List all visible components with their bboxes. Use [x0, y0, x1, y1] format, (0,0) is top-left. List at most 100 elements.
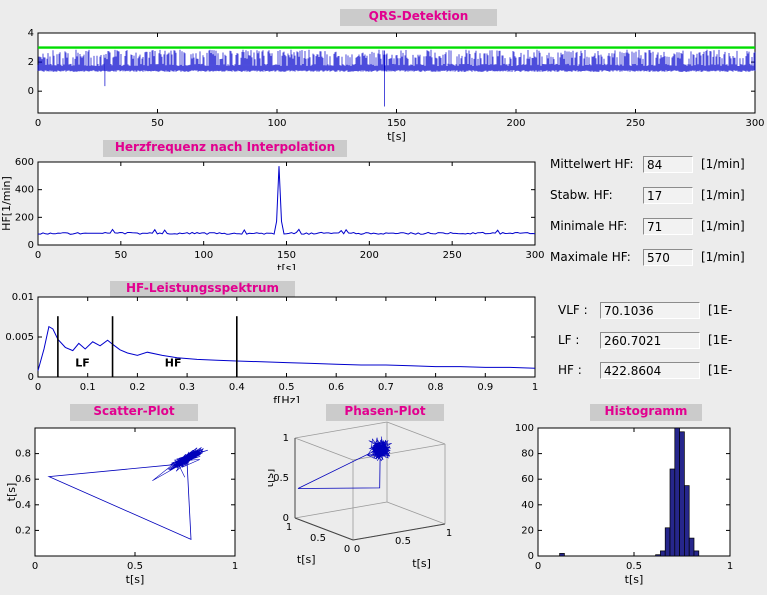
heartrate-plot: 0 50 100 150 200 250 300 0 200 400 600 t[s] HF[1/min… [0, 157, 545, 270]
vlf-label: VLF : [558, 303, 588, 317]
svg-text:0.3: 0.3 [179, 382, 195, 393]
svg-text:LF: LF [75, 357, 90, 370]
svg-text:250: 250 [443, 250, 462, 261]
max-hr-unit: [1/min] [701, 250, 745, 264]
svg-text:250: 250 [626, 118, 645, 129]
svg-text:0.7: 0.7 [378, 382, 394, 393]
svg-text:0.6: 0.6 [15, 474, 31, 485]
svg-text:t[s]: t[s] [268, 469, 276, 488]
svg-text:0: 0 [535, 561, 541, 572]
histogram-plot-title: Histogramm [590, 404, 702, 421]
svg-text:0.5: 0.5 [395, 536, 411, 547]
scatter-plot: 0 0.5 1 0.2 0.4 0.6 0.8 t[s] t[s] [5, 427, 238, 586]
qrs-plot: 0 50 100 150 200 250 300 0 2 4 t[s] [28, 28, 765, 142]
svg-text:0.4: 0.4 [15, 500, 31, 511]
svg-text:0.01: 0.01 [12, 292, 34, 303]
svg-text:100: 100 [194, 250, 213, 261]
mean-hr-row: Mittelwert HF: 84 [1/min] [550, 154, 745, 174]
svg-text:0: 0 [28, 86, 34, 97]
svg-text:400: 400 [15, 185, 34, 196]
svg-text:200: 200 [360, 250, 379, 261]
svg-text:50: 50 [114, 250, 127, 261]
svg-text:1: 1 [446, 528, 452, 539]
svg-text:0.5: 0.5 [310, 533, 326, 544]
mean-hr-unit: [1/min] [701, 157, 745, 171]
svg-text:t[s]: t[s] [387, 130, 406, 142]
max-hr-label: Maximale HF: [550, 250, 631, 264]
svg-text:0: 0 [528, 551, 534, 562]
svg-text:600: 600 [15, 157, 34, 168]
svg-text:0.1: 0.1 [80, 382, 96, 393]
svg-text:0.6: 0.6 [328, 382, 344, 393]
svg-text:0.5: 0.5 [279, 382, 295, 393]
min-hr-value[interactable]: 71 [643, 217, 693, 235]
svg-text:0: 0 [35, 118, 41, 129]
vlf-row: VLF : 70.1036 [1E- [558, 300, 732, 320]
svg-text:1: 1 [232, 561, 238, 572]
mean-hr-label: Mittelwert HF: [550, 157, 634, 171]
svg-text:t[s]: t[s] [126, 573, 145, 586]
spectrum-plot-title: HF-Leistungsspektrum [110, 281, 295, 298]
svg-text:1: 1 [532, 382, 538, 393]
svg-text:0.8: 0.8 [15, 449, 31, 460]
mean-hr-value[interactable]: 84 [643, 155, 693, 173]
svg-text:f[Hz]: f[Hz] [273, 394, 300, 403]
spectrum-plot: 0 0.1 0.2 0.3 0.4 0.5 0.6 0.7 0.8 0.9 1 0 0.005 0.01 f… [5, 292, 538, 403]
svg-text:HF[1/min]: HF[1/min] [0, 176, 13, 231]
svg-text:80: 80 [521, 449, 534, 460]
svg-text:150: 150 [277, 250, 296, 261]
svg-text:100: 100 [267, 118, 286, 129]
vlf-unit: [1E- [708, 303, 733, 317]
svg-text:0: 0 [354, 544, 360, 555]
svg-text:0: 0 [35, 382, 41, 393]
svg-text:0: 0 [28, 372, 34, 383]
lf-label: LF : [558, 333, 580, 347]
svg-text:1: 1 [727, 561, 733, 572]
svg-text:300: 300 [745, 118, 764, 129]
svg-text:0: 0 [283, 513, 289, 524]
vlf-value[interactable]: 70.1036 [600, 301, 700, 319]
histogram-plot: 0 0.5 1 0 20 40 60 80 100 t[s] [515, 423, 733, 586]
svg-text:t[s]: t[s] [625, 573, 644, 586]
svg-text:0.5: 0.5 [127, 561, 143, 572]
std-hr-value[interactable]: 17 [643, 186, 693, 204]
svg-text:1: 1 [283, 433, 289, 444]
lf-row: LF : 260.7021 [1E- [558, 330, 732, 350]
hf-row: HF : 422.8604 [1E- [558, 360, 732, 380]
lf-value[interactable]: 260.7021 [600, 331, 700, 349]
svg-text:60: 60 [521, 474, 534, 485]
max-hr-value[interactable]: 570 [643, 248, 693, 266]
svg-text:100: 100 [515, 423, 534, 434]
svg-text:0.005: 0.005 [5, 332, 34, 343]
std-hr-unit: [1/min] [701, 188, 745, 202]
svg-text:0: 0 [28, 240, 34, 251]
svg-text:0.5: 0.5 [273, 473, 289, 484]
scatter-plot-title: Scatter-Plot [70, 404, 198, 421]
svg-text:20: 20 [521, 525, 534, 536]
min-hr-unit: [1/min] [701, 219, 745, 233]
hf-value[interactable]: 422.8604 [600, 361, 700, 379]
svg-text:0.2: 0.2 [129, 382, 145, 393]
svg-text:0.4: 0.4 [229, 382, 245, 393]
svg-text:150: 150 [387, 118, 406, 129]
svg-text:0.5: 0.5 [626, 561, 642, 572]
std-hr-label: Stabw. HF: [550, 188, 613, 202]
std-hr-row: Stabw. HF: 17 [1/min] [550, 185, 745, 205]
svg-text:40: 40 [521, 500, 534, 511]
svg-text:0.8: 0.8 [428, 382, 444, 393]
min-hr-label: Minimale HF: [550, 219, 628, 233]
lf-unit: [1E- [708, 333, 733, 347]
svg-text:4: 4 [28, 28, 34, 39]
svg-text:1: 1 [286, 522, 292, 533]
svg-text:t[s]: t[s] [297, 553, 316, 566]
hf-unit: [1E- [708, 363, 733, 377]
svg-text:0.9: 0.9 [477, 382, 493, 393]
svg-text:200: 200 [15, 212, 34, 223]
svg-text:200: 200 [506, 118, 525, 129]
phase-plot-title: Phasen-Plot [326, 404, 444, 421]
svg-text:300: 300 [525, 250, 544, 261]
svg-text:0: 0 [32, 561, 38, 572]
qrs-plot-title: QRS-Detektion [340, 9, 497, 26]
